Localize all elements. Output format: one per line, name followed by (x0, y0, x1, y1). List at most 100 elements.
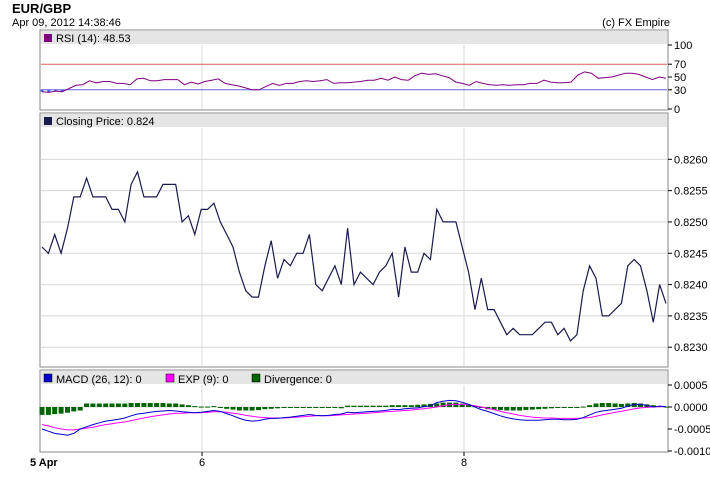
divergence-bar (351, 405, 357, 407)
divergence-bar (185, 405, 191, 407)
divergence-bar (599, 403, 605, 407)
x-axis-label: 8 (461, 457, 467, 469)
divergence-bar (249, 407, 255, 411)
divergence-bar (370, 405, 376, 407)
divergence-bar (230, 407, 236, 410)
divergence-bar (115, 403, 121, 407)
divergence-bar (211, 406, 217, 408)
divergence-bar (389, 405, 395, 407)
divergence-bar (179, 404, 185, 407)
divergence-bar (612, 403, 618, 407)
divergence-bar (103, 403, 109, 407)
divergence-bar (166, 403, 172, 407)
divergence-bar (58, 407, 64, 414)
rsi-legend-swatch (44, 34, 52, 42)
divergence-bar (65, 407, 70, 413)
divergence-bar (587, 405, 593, 407)
divergence-bar (625, 403, 631, 407)
rsi-tick-label: 100 (674, 40, 692, 52)
divergence-bar (555, 407, 561, 408)
chart-title: EUR/GBP (12, 1, 72, 16)
rsi-legend-label: RSI (14): 48.53 (56, 33, 131, 45)
macd-tick-label: 0.0000 (674, 402, 708, 414)
divergence-bar (504, 407, 510, 411)
divergence-bar (472, 405, 478, 407)
divergence-bar (96, 403, 102, 407)
macd-legend-swatch (165, 373, 175, 383)
macd-tick-label: 0.0005 (674, 380, 708, 392)
price-tick-label: 0.8250 (674, 217, 708, 229)
divergence-bar (377, 405, 382, 407)
price-tick-label: 0.8245 (674, 248, 708, 260)
price-tick-label: 0.8230 (674, 342, 708, 354)
divergence-bar (90, 403, 96, 407)
rsi-tick-label: 30 (674, 85, 686, 97)
divergence-bar (275, 407, 281, 409)
divergence-bar (497, 407, 503, 411)
macd-legend-label: EXP (9): 0 (178, 374, 229, 386)
macd-legend-bar (41, 371, 667, 384)
divergence-bar (160, 403, 166, 407)
divergence-bar (396, 405, 402, 407)
divergence-bar (408, 405, 414, 407)
divergence-bar (606, 403, 612, 407)
divergence-bar (128, 403, 134, 407)
divergence-bar (281, 407, 287, 408)
macd-legend-swatch (43, 373, 53, 383)
price-legend-swatch (44, 117, 52, 125)
divergence-bar (631, 403, 637, 407)
divergence-bar (491, 407, 497, 410)
divergence-bar (517, 407, 523, 411)
rsi-series-line (41, 71, 667, 93)
divergence-bar (421, 404, 427, 407)
x-axis-label: 5 Apr (30, 457, 58, 469)
divergence-bar (192, 406, 198, 408)
divergence-bar (262, 407, 268, 410)
divergence-bar (243, 407, 249, 411)
divergence-bar (287, 407, 293, 408)
divergence-bar (548, 407, 554, 409)
divergence-bar (52, 407, 58, 414)
divergence-bar (459, 403, 465, 407)
divergence-bar (256, 407, 261, 411)
divergence-bar (84, 403, 90, 407)
x-axis-label: 6 (199, 457, 205, 469)
price-legend-label: Closing Price: 0.824 (56, 116, 154, 128)
timestamp: Apr 09, 2012 14:38:46 (12, 17, 121, 29)
divergence-bar (580, 406, 586, 408)
divergence-bar (568, 407, 573, 408)
divergence-bar (294, 407, 300, 408)
macd-legend-label: MACD (26, 12): 0 (56, 374, 142, 386)
divergence-bar (345, 405, 351, 407)
price-panel-frame (39, 112, 669, 368)
divergence-bar (122, 403, 128, 407)
divergence-bar (300, 407, 306, 408)
macd-series-line (41, 399, 667, 436)
divergence-bar (224, 407, 230, 409)
rsi-legend-bar (41, 31, 667, 44)
macd-legend-label: Divergence: 0 (264, 374, 332, 386)
divergence-bar (638, 403, 643, 407)
divergence-bar (338, 407, 344, 409)
divergence-bar (154, 403, 160, 407)
divergence-bar (466, 404, 472, 407)
divergence-bar (319, 407, 325, 408)
price-series-line (41, 170, 667, 342)
price-tick-label: 0.8240 (674, 280, 708, 292)
divergence-bar (574, 407, 580, 408)
price-tick-label: 0.8235 (674, 311, 708, 323)
divergence-bar (306, 407, 312, 408)
divergence-bar (147, 403, 153, 407)
divergence-bar (402, 405, 408, 407)
divergence-bar (650, 405, 656, 407)
rsi-tick-label: 70 (674, 59, 686, 71)
divergence-bar (45, 407, 51, 415)
divergence-bar (71, 407, 77, 412)
divergence-bar (268, 407, 274, 409)
divergence-bar (561, 407, 567, 408)
exp-series-line (41, 403, 666, 431)
price-tick-label: 0.8255 (674, 186, 708, 198)
divergence-bar (39, 407, 45, 415)
